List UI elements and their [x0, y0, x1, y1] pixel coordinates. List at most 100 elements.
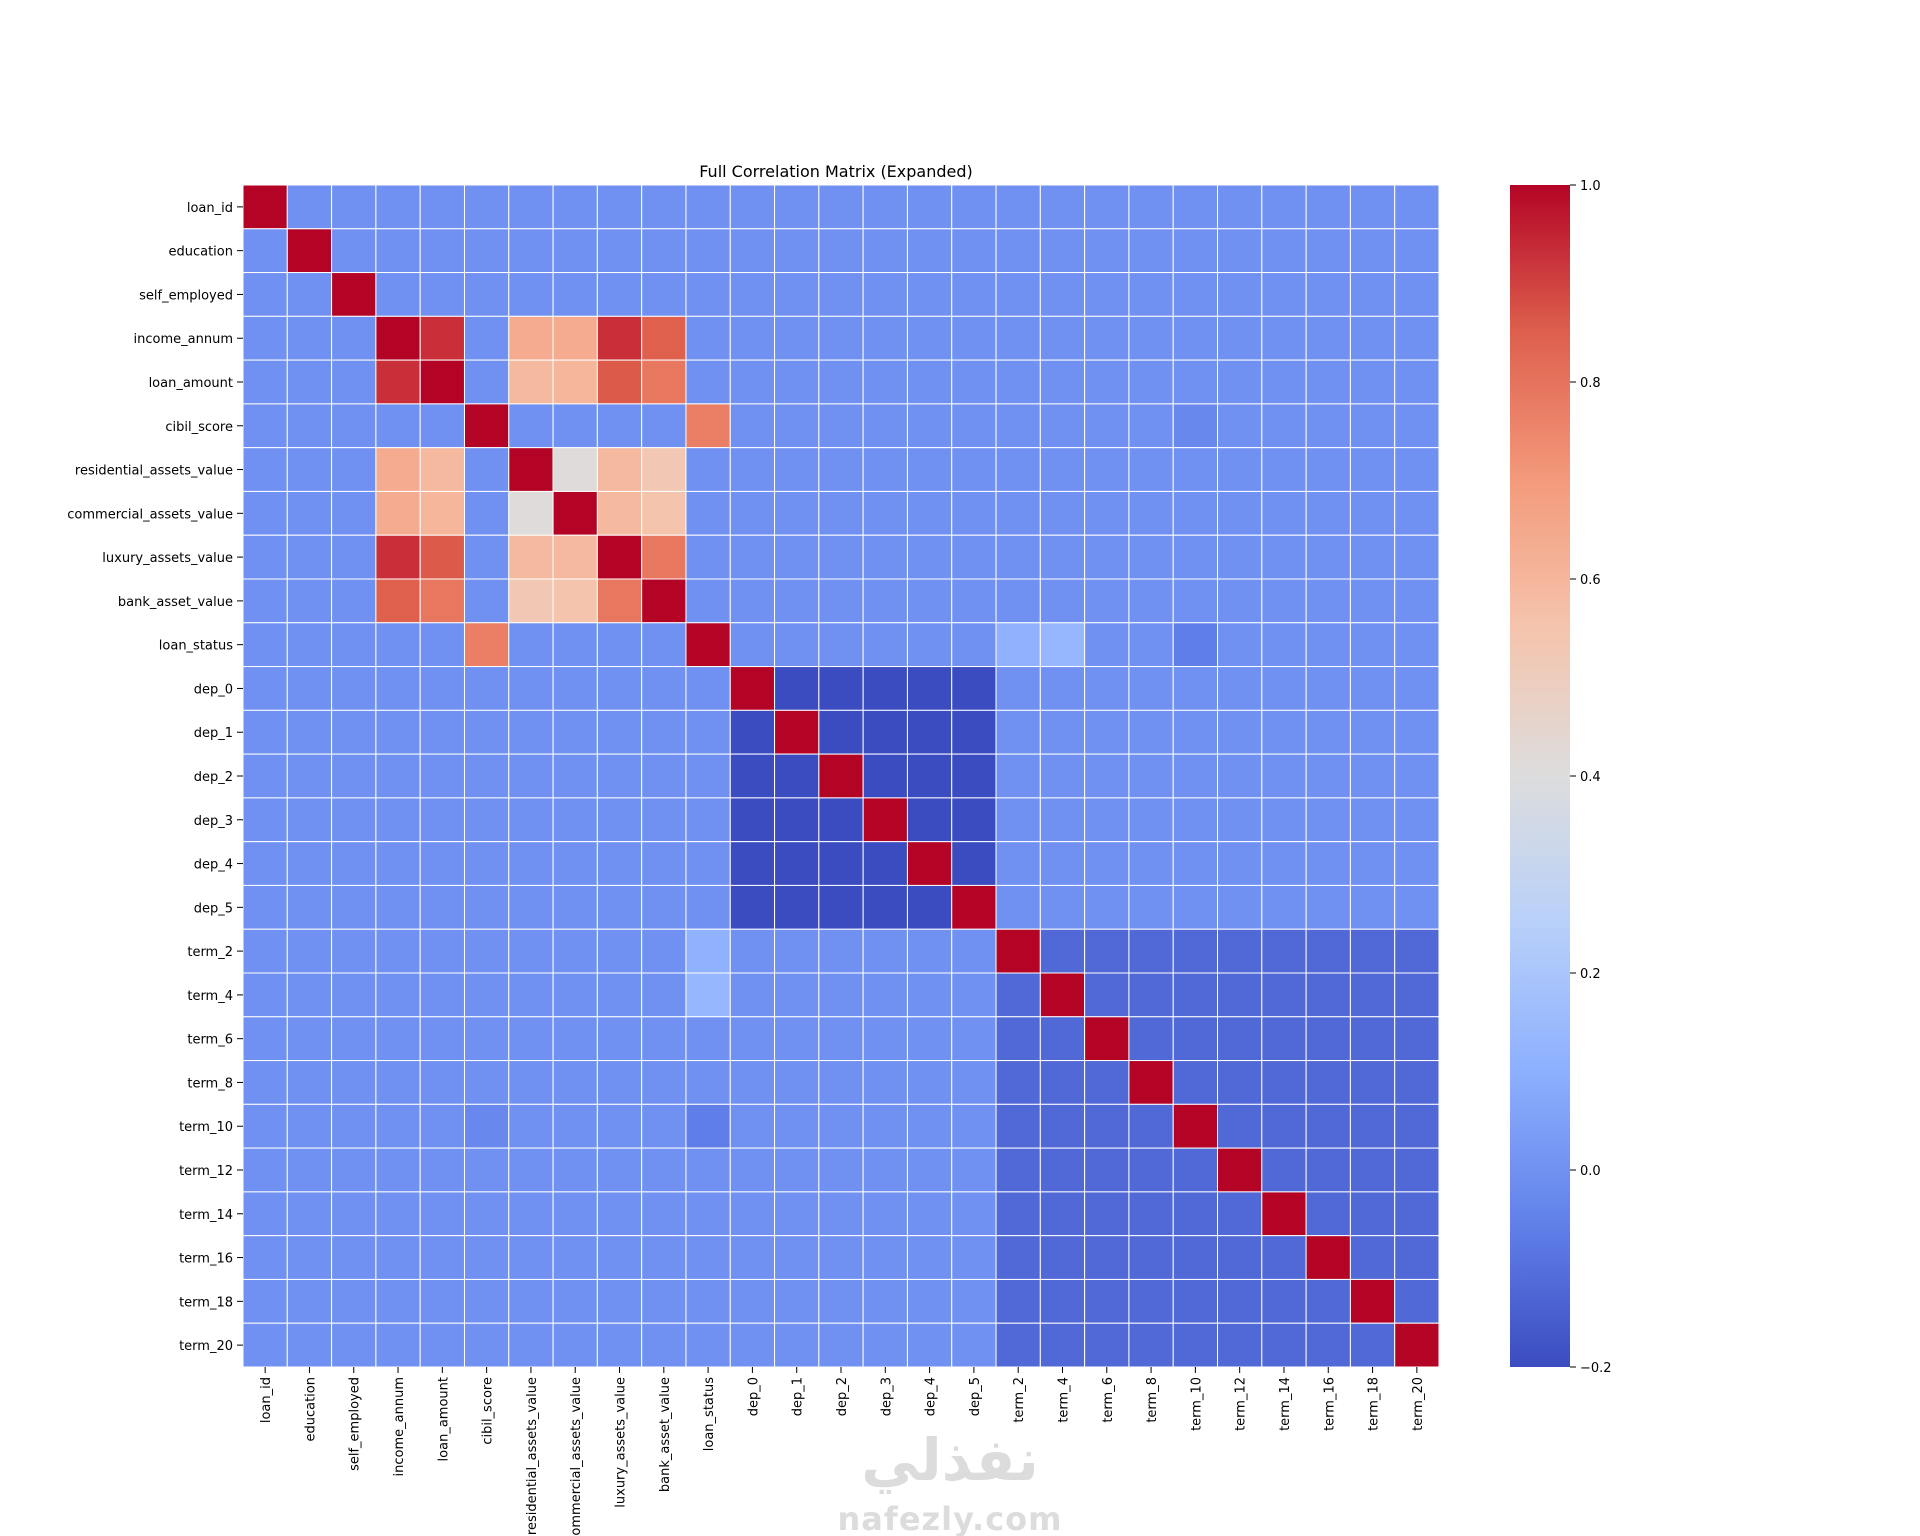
heatmap-cell-residential_assets_value-loan_amount: [419, 447, 465, 492]
heatmap-cell-dep_5-term_2: [995, 884, 1041, 930]
heatmap-cell-dep_0-term_6: [1084, 666, 1130, 711]
heatmap-cell-bank_asset_value-luxury_assets_value: [596, 578, 643, 624]
heatmap-cell-term_4-dep_5: [951, 972, 997, 1018]
heatmap-cell-dep_2-term_2: [995, 753, 1041, 799]
heatmap-cell-commercial_assets_value-loan_amount: [419, 490, 465, 536]
heatmap-cell-term_14-loan_id: [242, 1191, 288, 1237]
heatmap-cell-loan_status-income_annum: [375, 622, 421, 668]
heatmap-cell-self_employed-education: [286, 272, 333, 317]
heatmap-cell-loan_status-dep_4: [906, 622, 953, 668]
heatmap-cell-term_4-term_4: [1039, 972, 1086, 1018]
heatmap-cell-cibil_score-commercial_assets_value: [552, 403, 598, 449]
heatmap-cell-term_18-term_4: [1039, 1278, 1086, 1324]
heatmap-cell-term_8-loan_id: [242, 1060, 288, 1105]
heatmap-cell-term_12-bank_asset_value: [641, 1147, 687, 1193]
heatmap-cell-dep_3-self_employed: [331, 797, 377, 843]
heatmap-cell-dep_4-cibil_score: [463, 841, 510, 886]
x-tick-label-dep_2: dep_2: [835, 1377, 850, 1416]
heatmap-cell-dep_3-loan_amount: [419, 797, 465, 843]
heatmap-cell-term_14-residential_assets_value: [508, 1191, 554, 1237]
heatmap-cell-term_8-term_2: [995, 1060, 1041, 1105]
heatmap-cell-income_annum-term_4: [1039, 315, 1086, 361]
heatmap-cell-dep_3-dep_2: [818, 797, 864, 843]
heatmap-cell-education-term_20: [1394, 228, 1440, 274]
heatmap-cell-term_20-term_10: [1172, 1322, 1219, 1368]
heatmap-cell-commercial_assets_value-term_12: [1217, 490, 1263, 536]
heatmap-cell-loan_id-term_14: [1261, 184, 1307, 230]
heatmap-cell-term_4-education: [286, 972, 333, 1018]
heatmap-cell-dep_0-term_16: [1305, 666, 1351, 711]
heatmap-cell-luxury_assets_value-residential_assets_value: [508, 534, 554, 580]
heatmap-cell-term_2-term_14: [1261, 928, 1307, 974]
heatmap-cell-term_2-loan_id: [242, 928, 288, 974]
heatmap-cell-term_8-loan_status: [685, 1060, 731, 1105]
heatmap-cell-commercial_assets_value-residential_assets_value: [508, 490, 554, 536]
heatmap-cell-term_6-dep_0: [729, 1016, 776, 1062]
heatmap-cell-bank_asset_value-dep_0: [729, 578, 776, 624]
heatmap-cell-luxury_assets_value-cibil_score: [463, 534, 510, 580]
heatmap-cell-residential_assets_value-term_16: [1305, 447, 1351, 492]
heatmap-cell-dep_3-term_16: [1305, 797, 1351, 843]
heatmap-cell-term_20-self_employed: [331, 1322, 377, 1368]
heatmap-cell-term_4-commercial_assets_value: [552, 972, 598, 1018]
heatmap-cell-loan_id-dep_5: [951, 184, 997, 230]
x-tick-label-term_12: term_12: [1234, 1377, 1249, 1431]
heatmap-cell-term_4-income_annum: [375, 972, 421, 1018]
heatmap-cell-dep_4-dep_1: [774, 841, 820, 886]
heatmap-cell-term_4-term_6: [1084, 972, 1130, 1018]
heatmap-cell-term_4-dep_3: [862, 972, 908, 1018]
heatmap-cell-term_8-dep_1: [774, 1060, 820, 1105]
heatmap-cell-dep_4-term_18: [1349, 841, 1396, 886]
x-tick-label-dep_0: dep_0: [746, 1377, 761, 1416]
heatmap-cell-dep_2-loan_amount: [419, 753, 465, 799]
heatmap-cell-dep_1-dep_1: [774, 709, 820, 755]
heatmap-cell-commercial_assets_value-term_6: [1084, 490, 1130, 536]
heatmap-cell-dep_1-self_employed: [331, 709, 377, 755]
heatmap-cell-dep_5-term_20: [1394, 884, 1440, 930]
heatmap-cell-term_14-term_16: [1305, 1191, 1351, 1237]
heatmap-cell-loan_id-term_16: [1305, 184, 1351, 230]
heatmap-cell-term_14-dep_0: [729, 1191, 776, 1237]
heatmap-cell-term_2-dep_2: [818, 928, 864, 974]
heatmap-cell-dep_0-term_18: [1349, 666, 1396, 711]
heatmap-cell-self_employed-loan_id: [242, 272, 288, 317]
heatmap-cell-dep_3-dep_1: [774, 797, 820, 843]
heatmap-cell-bank_asset_value-term_2: [995, 578, 1041, 624]
heatmap-cell-cibil_score-term_6: [1084, 403, 1130, 449]
heatmap-cell-term_14-education: [286, 1191, 333, 1237]
heatmap-cell-term_10-term_12: [1217, 1103, 1263, 1149]
x-tick-label-education: education: [303, 1377, 318, 1442]
heatmap-cell-dep_1-commercial_assets_value: [552, 709, 598, 755]
heatmap-cell-term_2-dep_3: [862, 928, 908, 974]
heatmap-cell-education-term_12: [1217, 228, 1263, 274]
heatmap-cell-education-term_2: [995, 228, 1041, 274]
heatmap-cell-income_annum-term_18: [1349, 315, 1396, 361]
heatmap-cell-dep_4-dep_5: [951, 841, 997, 886]
heatmap-cell-term_8-term_6: [1084, 1060, 1130, 1105]
heatmap-cell-dep_5-term_14: [1261, 884, 1307, 930]
heatmap-cell-dep_5-self_employed: [331, 884, 377, 930]
heatmap-cell-luxury_assets_value-self_employed: [331, 534, 377, 580]
x-tick-label-loan_status: loan_status: [702, 1377, 717, 1451]
heatmap-cell-income_annum-loan_id: [242, 315, 288, 361]
heatmap-cell-dep_3-term_10: [1172, 797, 1219, 843]
heatmap-cell-loan_status-term_12: [1217, 622, 1263, 668]
y-tick-label-dep_2: dep_2: [194, 770, 233, 785]
heatmap-cell-dep_4-dep_2: [818, 841, 864, 886]
heatmap-cell-self_employed-bank_asset_value: [641, 272, 687, 317]
x-tick-label-bank_asset_value: bank_asset_value: [658, 1377, 673, 1492]
heatmap-cell-dep_4-term_2: [995, 841, 1041, 886]
heatmap-cell-self_employed-term_12: [1217, 272, 1263, 317]
heatmap-cell-term_8-term_12: [1217, 1060, 1263, 1105]
heatmap-cell-term_10-dep_0: [729, 1103, 776, 1149]
heatmap-cell-dep_5-dep_5: [951, 884, 997, 930]
heatmap-cell-cibil_score-loan_id: [242, 403, 288, 449]
heatmap-cell-self_employed-dep_1: [774, 272, 820, 317]
heatmap-cell-cibil_score-residential_assets_value: [508, 403, 554, 449]
heatmap-cell-term_8-dep_5: [951, 1060, 997, 1105]
y-tick-label-term_16: term_16: [179, 1252, 233, 1267]
heatmap-cell-loan_amount-self_employed: [331, 359, 377, 405]
y-tick-label-term_10: term_10: [179, 1120, 233, 1135]
heatmap-cell-residential_assets_value-term_14: [1261, 447, 1307, 492]
heatmap-cell-dep_3-commercial_assets_value: [552, 797, 598, 843]
